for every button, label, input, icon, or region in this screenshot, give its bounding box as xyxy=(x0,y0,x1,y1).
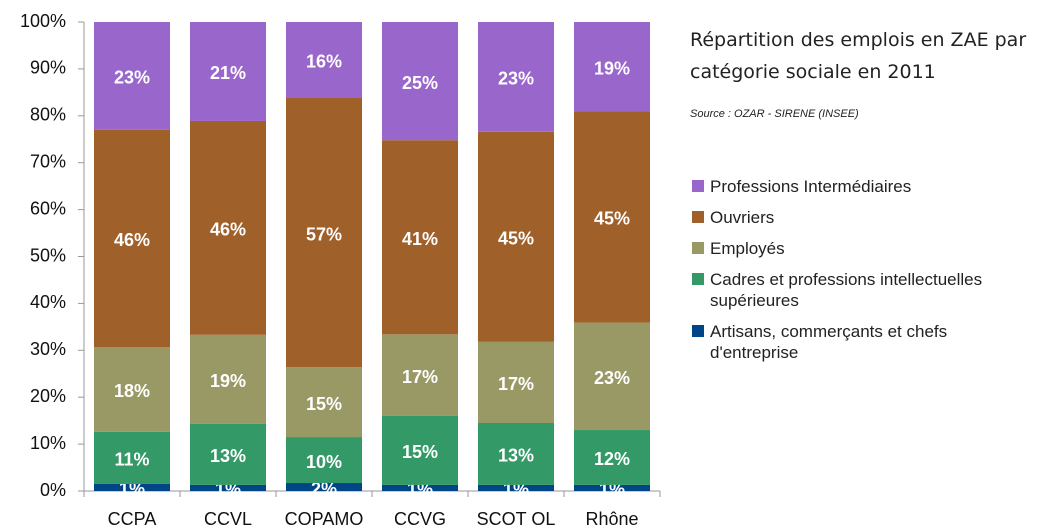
data-label: 1% xyxy=(119,479,145,499)
y-tick-label: 0% xyxy=(40,480,66,500)
y-tick-label: 20% xyxy=(30,386,66,406)
bar-segment xyxy=(94,431,170,484)
bar-segment xyxy=(286,483,362,491)
bar-segment xyxy=(286,22,362,98)
bar-segment xyxy=(574,322,650,431)
data-label: 46% xyxy=(210,220,246,240)
legend-swatch xyxy=(692,325,704,337)
bar-segment xyxy=(286,367,362,438)
bar-segment xyxy=(478,22,554,132)
bar-segment xyxy=(190,423,266,485)
x-tick-label: Rhône xyxy=(585,509,638,529)
bar-segment xyxy=(94,22,170,130)
x-tick-label: SCOT OL xyxy=(477,509,556,529)
legend-label: Employés xyxy=(710,239,785,258)
legend-swatch xyxy=(692,242,704,254)
bar-segment xyxy=(478,131,554,342)
legend-swatch xyxy=(692,211,704,223)
y-tick-label: 10% xyxy=(30,433,66,453)
data-label: 46% xyxy=(114,230,150,250)
y-tick-label: 50% xyxy=(30,245,66,265)
data-label: 13% xyxy=(498,446,534,466)
chart-title: Répartition des emplois en ZAE par catég… xyxy=(690,29,1027,83)
x-tick-label: CCVG xyxy=(394,509,446,529)
data-label: 15% xyxy=(306,394,342,414)
data-label: 19% xyxy=(210,371,246,391)
data-label: 16% xyxy=(306,52,342,72)
bar-segment xyxy=(574,111,650,323)
bar-segment xyxy=(94,347,170,432)
legend-swatch xyxy=(692,273,704,285)
y-tick-label: 100% xyxy=(20,11,66,31)
data-label: 21% xyxy=(210,63,246,83)
chart-subtitle: Source : OZAR - SIRENE (INSEE) xyxy=(690,108,859,120)
legend-item: Cadres et professions intellectuelles su… xyxy=(692,269,1030,311)
legend-item: Artisans, commerçants et chefs d'entrepr… xyxy=(692,321,1030,363)
legend-label: Professions Intermédiaires xyxy=(710,177,912,196)
data-label: 10% xyxy=(306,452,342,472)
bar-segment xyxy=(382,140,458,335)
data-label: 15% xyxy=(402,442,438,462)
data-label: 57% xyxy=(306,224,342,244)
bar-segment xyxy=(574,430,650,485)
bar-segment xyxy=(574,484,650,491)
data-label: 25% xyxy=(402,73,438,93)
data-label: 45% xyxy=(594,209,630,229)
data-label: 23% xyxy=(114,68,150,88)
bar-segment xyxy=(190,484,266,491)
bar-segment xyxy=(478,422,554,485)
data-label: 18% xyxy=(114,381,150,401)
data-label: 13% xyxy=(210,446,246,466)
bar-segment xyxy=(478,341,554,423)
data-label: 23% xyxy=(498,69,534,89)
legend-label: Artisans, commerçants et chefs d'entrepr… xyxy=(710,322,948,362)
bar-segment xyxy=(190,120,266,335)
legend-label: Ouvriers xyxy=(710,208,775,227)
legend-item: Employés xyxy=(692,238,1030,259)
bar-segment xyxy=(94,483,170,491)
bar-segment xyxy=(574,22,650,112)
legend: Professions Intermédiaires Ouvriers Employ… xyxy=(692,176,1032,373)
legend-swatch xyxy=(692,180,704,192)
legend-label: Cadres et professions intellectuelles su… xyxy=(710,270,983,310)
legend-item: Ouvriers xyxy=(692,207,1030,228)
bar-segment xyxy=(478,484,554,491)
x-tick-label: CCPA xyxy=(108,509,157,529)
y-tick-label: 60% xyxy=(30,198,66,218)
data-label: 11% xyxy=(114,450,149,470)
data-label: 12% xyxy=(594,449,630,469)
bar-segment xyxy=(94,129,170,348)
y-tick-label: 90% xyxy=(30,58,66,78)
x-tick-label: CCVL xyxy=(204,509,252,529)
data-label: 17% xyxy=(402,367,438,387)
data-label: 19% xyxy=(594,58,630,78)
y-tick-label: 70% xyxy=(30,151,66,171)
bar-segment xyxy=(286,437,362,484)
y-tick-label: 30% xyxy=(30,339,66,359)
data-label: 17% xyxy=(498,374,534,394)
x-tick-label: COPAMO xyxy=(285,509,364,529)
bar-segment xyxy=(382,334,458,416)
legend-item: Professions Intermédiaires xyxy=(692,176,1030,197)
data-label: 2% xyxy=(311,479,337,499)
data-label: 41% xyxy=(402,229,438,249)
bar-segment xyxy=(190,22,266,121)
data-label: 45% xyxy=(498,229,534,249)
chart: 0% 10% 20% 30% 40% 50% 60% 70% 80% 90% 100% CCPA 1% 1… xyxy=(20,11,661,529)
data-label: 23% xyxy=(594,368,630,388)
y-tick-label: 80% xyxy=(30,105,66,125)
bar-segment xyxy=(286,97,362,368)
bar-segment xyxy=(382,484,458,491)
bar-segment xyxy=(382,22,458,141)
bar-segment xyxy=(382,415,458,485)
bar-segment xyxy=(190,334,266,424)
y-tick-label: 40% xyxy=(30,292,66,312)
